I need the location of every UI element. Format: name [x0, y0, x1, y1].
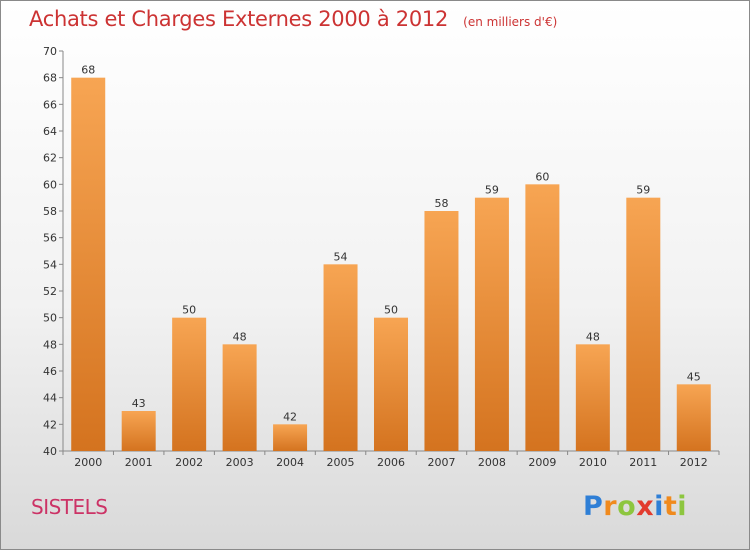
x-tick-label: 2009	[528, 456, 556, 469]
logo-letter: i	[654, 491, 664, 522]
y-tick-label: 66	[43, 98, 57, 111]
chart-title-row: Achats et Charges Externes 2000 à 2012 (…	[29, 7, 557, 31]
x-tick-label: 2005	[327, 456, 355, 469]
proxiti-logo[interactable]: Proxiti	[583, 491, 687, 522]
data-label: 43	[132, 397, 146, 410]
x-tick-label: 2011	[629, 456, 657, 469]
logo-letter: o	[617, 491, 637, 522]
bars	[71, 77, 711, 452]
bar	[575, 344, 610, 451]
x-tick-label: 2000	[74, 456, 102, 469]
y-tick-label: 62	[43, 152, 57, 165]
logo-letter: x	[636, 491, 655, 522]
bar	[676, 384, 711, 451]
data-label: 68	[81, 64, 95, 77]
data-label: 45	[687, 370, 701, 383]
x-tick-label: 2012	[680, 456, 708, 469]
y-tick-label: 50	[43, 312, 57, 325]
bar	[172, 317, 207, 451]
bar	[424, 211, 459, 451]
y-tick-label: 54	[43, 258, 57, 271]
bar	[273, 424, 308, 451]
x-tick-label: 2003	[226, 456, 254, 469]
data-label: 48	[586, 330, 600, 343]
logo-letter: t	[663, 491, 678, 522]
data-label: 50	[182, 304, 196, 317]
bar	[474, 197, 509, 451]
logo-letter: i	[677, 491, 688, 522]
y-tick-label: 64	[43, 125, 57, 138]
y-tick-label: 68	[43, 72, 57, 85]
y-tick-label: 56	[43, 232, 57, 245]
data-label: 60	[535, 170, 549, 183]
data-label: 48	[233, 330, 247, 343]
bar	[222, 344, 257, 451]
bar	[71, 77, 106, 452]
y-tick-label: 60	[43, 178, 57, 191]
data-label: 42	[283, 410, 297, 423]
y-tick-label: 42	[43, 418, 57, 431]
data-label: 58	[434, 197, 448, 210]
bar	[323, 264, 358, 451]
x-tick-label: 2007	[427, 456, 455, 469]
x-tick-label: 2006	[377, 456, 405, 469]
data-label: 59	[485, 184, 499, 197]
logo-letter: P	[583, 491, 604, 522]
x-tick-label: 2001	[125, 456, 153, 469]
y-tick-label: 40	[43, 445, 57, 458]
x-tick-label: 2002	[175, 456, 203, 469]
bar	[374, 317, 408, 451]
x-tick-label: 2010	[579, 456, 607, 469]
logo-letter: r	[603, 491, 618, 522]
bar	[626, 197, 661, 451]
y-tick-label: 58	[43, 205, 57, 218]
chart-unit: (en milliers d'€)	[463, 15, 558, 29]
data-label: 59	[636, 184, 650, 197]
x-tick-label: 2004	[276, 456, 304, 469]
data-label: 50	[384, 304, 398, 317]
y-tick-label: 70	[43, 45, 57, 58]
chart-title: Achats et Charges Externes 2000 à 2012	[29, 7, 449, 31]
y-tick-label: 44	[43, 392, 57, 405]
commune-name: SISTELS	[31, 495, 108, 519]
y-tick-label: 52	[43, 285, 57, 298]
y-tick-label: 46	[43, 365, 57, 378]
x-tick-label: 2008	[478, 456, 506, 469]
bar	[121, 411, 156, 451]
labels: 40 42 44 46 48 50 52 54 56 58 60 62 64 66 68 70 2000 68 20…	[43, 45, 708, 469]
data-label: 54	[334, 250, 348, 263]
y-tick-label: 48	[43, 338, 57, 351]
bar	[525, 184, 560, 452]
